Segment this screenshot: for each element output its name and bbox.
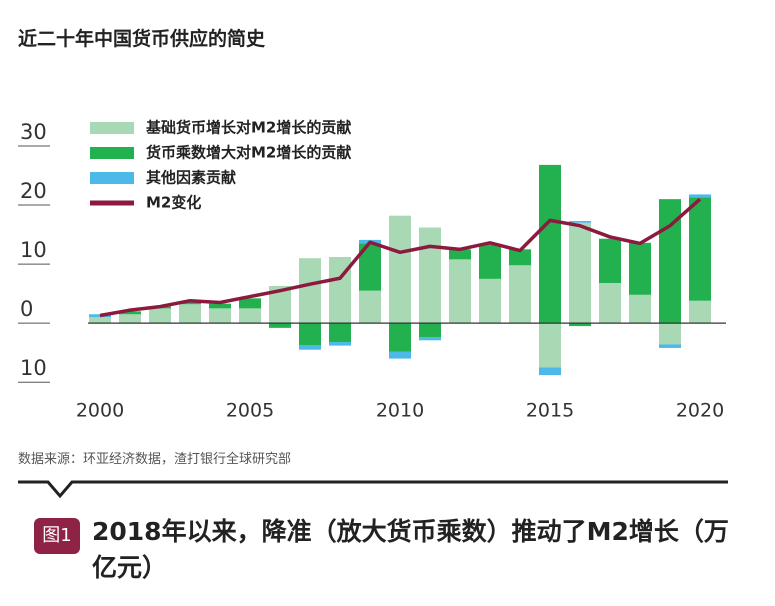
bar (599, 282, 621, 324)
bar (419, 323, 441, 338)
bar (299, 323, 321, 345)
x-tick-label: 2010 (376, 400, 424, 422)
y-tick-label: 0 (20, 297, 33, 321)
y-tick-label: 30 (20, 120, 47, 144)
bar (299, 258, 321, 324)
caption: 2018年以来，降准（放大货币乘数）推动了M2增长（万亿元） (92, 517, 729, 582)
bar (239, 308, 261, 324)
bar (689, 194, 711, 198)
divider (18, 480, 728, 499)
bar (89, 314, 111, 318)
bar (389, 351, 411, 359)
bar (569, 220, 591, 223)
bar (689, 197, 711, 301)
bar (149, 308, 171, 324)
source: 数据来源：环亚经济数据，渣打银行全球研究部 (18, 452, 292, 467)
bar (269, 323, 291, 328)
y-tick-label: 10 (20, 238, 47, 262)
bar (569, 323, 591, 327)
legend-label: M2变化 (146, 194, 201, 212)
bar (389, 215, 411, 324)
bar (629, 294, 651, 324)
bar (479, 244, 501, 279)
bar (299, 344, 321, 350)
bar (419, 337, 441, 341)
bar (509, 249, 531, 266)
bar (659, 323, 681, 345)
bar (419, 227, 441, 324)
y-tick-label: 10 (20, 356, 47, 380)
bar (359, 290, 381, 324)
figure-label: 图1 (34, 518, 80, 554)
bar (689, 300, 711, 324)
bar (509, 265, 531, 324)
bar (569, 222, 591, 324)
bar (269, 285, 291, 324)
bar (659, 344, 681, 348)
bar (539, 323, 561, 368)
bar (119, 311, 141, 315)
x-tick-label: 2000 (76, 400, 124, 422)
bar (389, 323, 411, 352)
bar (209, 308, 231, 324)
bar (89, 317, 111, 324)
bar (329, 342, 351, 346)
bar (179, 301, 201, 305)
legend-swatch (90, 147, 134, 159)
y-tick-label: 20 (20, 179, 47, 203)
bar (599, 238, 621, 283)
legend-swatch (90, 172, 134, 184)
bar (359, 243, 381, 291)
bar (179, 304, 201, 324)
x-tick-label: 2005 (226, 400, 274, 422)
bar (539, 164, 561, 324)
chart-title: 近二十年中国货币供应的简史 (18, 28, 266, 50)
legend-label: 货币乘数增大对M2增长的贡献 (146, 144, 351, 162)
x-tick-label: 2020 (676, 400, 724, 422)
bar (479, 278, 501, 324)
bar (449, 259, 471, 324)
legend-label: 其他因素贡献 (146, 169, 236, 187)
bar (329, 323, 351, 343)
legend-swatch (90, 122, 134, 134)
bar (209, 303, 231, 309)
bar (629, 242, 651, 295)
legend-label: 基础货币增长对M2增长的贡献 (145, 119, 351, 137)
bar (539, 367, 561, 376)
x-tick-label: 2015 (526, 400, 574, 422)
bar (449, 249, 471, 260)
bar (239, 298, 261, 309)
bar (119, 314, 141, 324)
m2-line (99, 197, 702, 318)
